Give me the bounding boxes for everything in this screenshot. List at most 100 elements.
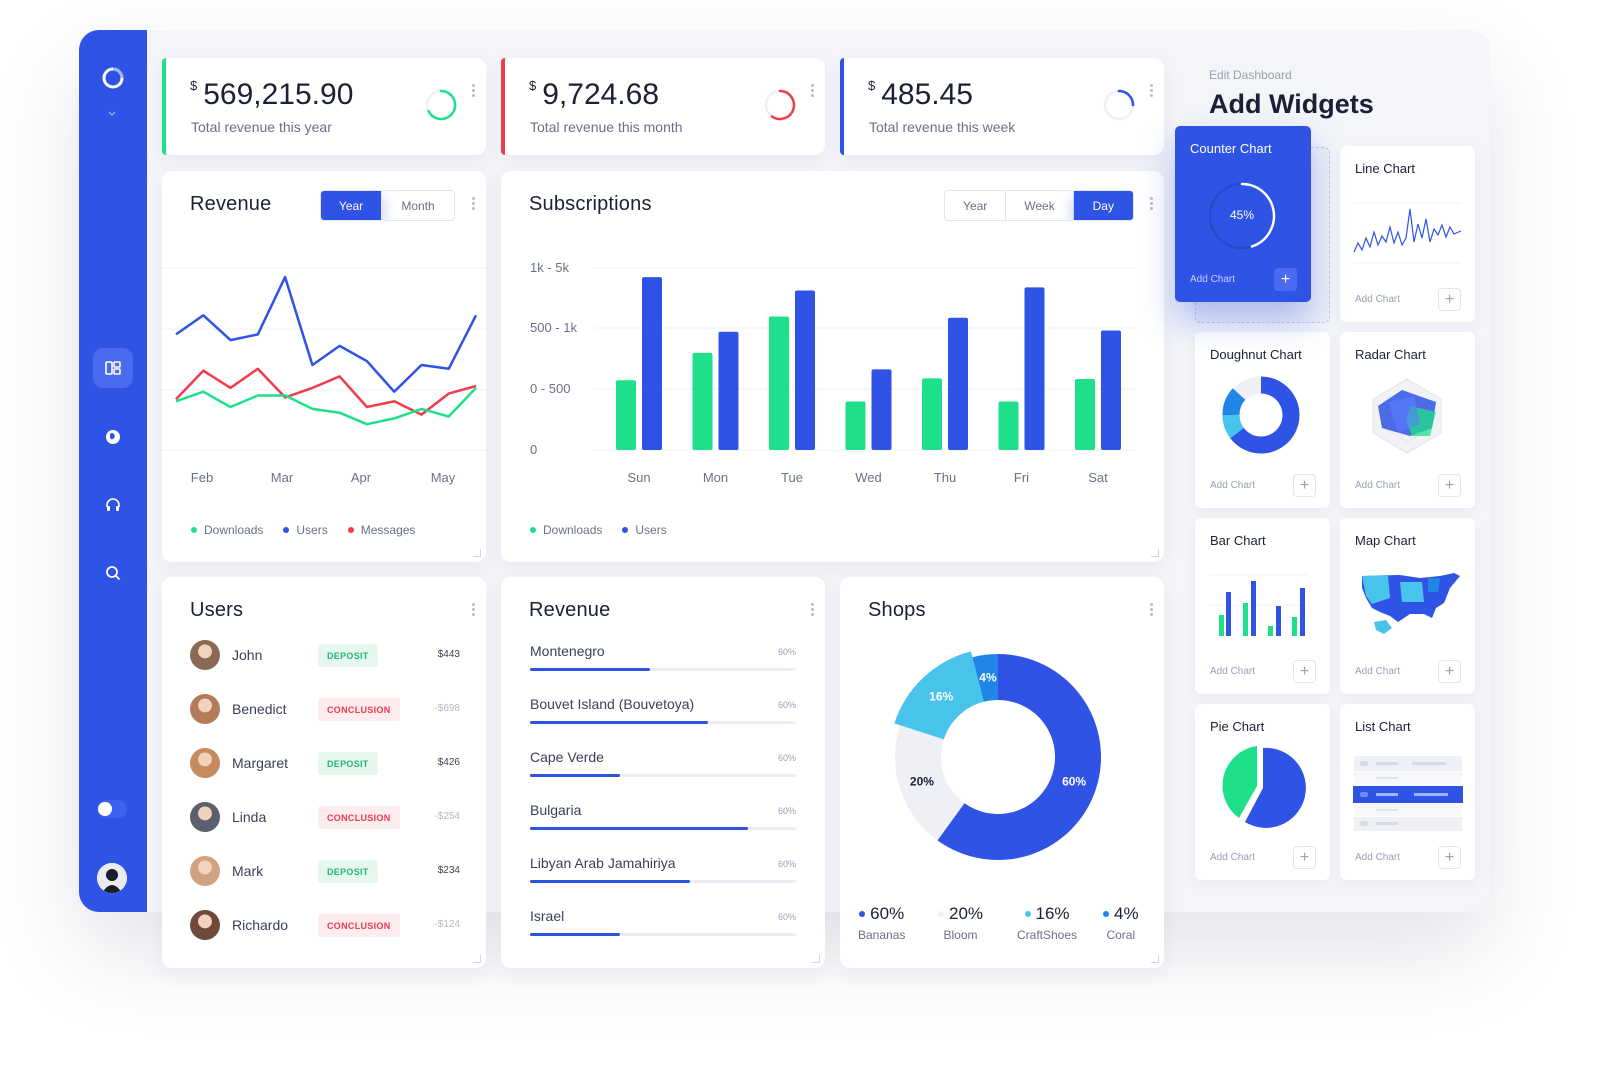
progress-ring (425, 89, 457, 121)
y-tick-label: 0 (530, 442, 537, 457)
widget-counter-chart[interactable]: Counter Chart 45% Add Chart + (1175, 126, 1311, 302)
x-tick-label: Tue (781, 470, 803, 485)
progress-ring (764, 89, 796, 121)
more-menu-icon[interactable] (811, 603, 815, 617)
progress-track (530, 827, 796, 830)
table-row[interactable]: Margaret DEPOSIT $426 (190, 748, 460, 780)
avatar[interactable] (97, 863, 127, 893)
country-name: Cape Verde (530, 749, 604, 765)
add-icon[interactable]: + (1293, 474, 1316, 497)
add-icon[interactable]: + (1438, 660, 1461, 683)
add-icon[interactable]: + (1293, 846, 1316, 869)
headset-icon[interactable] (93, 485, 133, 525)
table-row[interactable]: Richardo CONCLUSION -$124 (190, 910, 460, 942)
more-menu-icon[interactable] (811, 84, 815, 98)
resize-handle[interactable] (1151, 549, 1159, 557)
resize-handle[interactable] (1151, 955, 1159, 963)
more-menu-icon[interactable] (1150, 197, 1154, 211)
add-icon[interactable]: + (1438, 846, 1461, 869)
amount: $443 (437, 649, 460, 660)
tab-day[interactable]: Day (1073, 191, 1133, 220)
resize-handle[interactable] (473, 955, 481, 963)
bar (1075, 379, 1095, 450)
more-menu-icon[interactable] (472, 84, 476, 98)
tab-month[interactable]: Month (401, 198, 435, 213)
more-menu-icon[interactable] (472, 603, 476, 617)
dashboard-icon[interactable] (93, 348, 133, 388)
shops-legend-item: 60% Bananas (858, 904, 906, 942)
legend-item: Downloads (530, 523, 602, 537)
widget-pie-chart[interactable]: Pie Chart Add Chart + (1195, 704, 1330, 880)
widget-doughnut-chart[interactable]: Doughnut Chart Add Chart + (1195, 332, 1330, 508)
status-badge: DEPOSIT (318, 644, 378, 667)
shops-legend-item: 4% Coral (1103, 904, 1139, 942)
progress-fill (530, 880, 690, 883)
stat-label: Total revenue this month (530, 119, 683, 135)
logo-icon[interactable] (93, 58, 133, 98)
stat-accent (840, 58, 844, 155)
amount: $426 (437, 757, 460, 768)
widget-title: Bar Chart (1210, 533, 1266, 548)
bar (769, 316, 789, 450)
percent-label: 60% (777, 912, 796, 922)
progress-fill (530, 933, 621, 936)
more-menu-icon[interactable] (1150, 603, 1154, 617)
table-row[interactable]: John DEPOSIT $443 (190, 640, 460, 672)
list-chart-preview (1353, 756, 1463, 831)
legend-item: Users (283, 523, 328, 537)
donut-slice (895, 725, 965, 841)
add-icon[interactable]: + (1293, 660, 1316, 683)
x-tick-label: Mar (271, 470, 294, 485)
amount: -$698 (434, 703, 460, 714)
bar (692, 352, 713, 450)
revenue-list-card: Revenue Montenegro 60% Bouvet Island (Bouv… (501, 577, 825, 968)
resize-handle[interactable] (473, 549, 481, 557)
x-tick-label: Sun (627, 470, 650, 485)
progress-fill (530, 721, 709, 724)
stat-accent (501, 58, 505, 155)
x-tick-label: Sat (1088, 470, 1108, 485)
add-chart-label: Add Chart (1190, 274, 1236, 285)
progress-track (530, 774, 796, 777)
table-row[interactable]: Linda CONCLUSION -$254 (190, 802, 460, 834)
tab-year[interactable]: Year (321, 191, 383, 220)
tab-week[interactable]: Week (1006, 191, 1074, 220)
x-tick-label: Wed (855, 470, 882, 485)
more-menu-icon[interactable] (1150, 84, 1154, 98)
widget-list-chart[interactable]: List Chart Add Chart + (1340, 704, 1475, 880)
table-row[interactable]: Benedict CONCLUSION -$698 (190, 694, 460, 726)
avatar (190, 748, 220, 778)
status-badge: CONCLUSION (318, 914, 400, 937)
add-chart-label: Add Chart (1355, 294, 1401, 305)
bar (871, 369, 892, 450)
widget-line-chart[interactable]: Line Chart Add Chart + (1340, 146, 1475, 322)
widget-title: List Chart (1355, 719, 1411, 734)
chevron-down-icon[interactable] (107, 106, 117, 116)
progress-ring (1103, 89, 1135, 121)
user-name: Mark (232, 863, 264, 879)
resize-handle[interactable] (812, 955, 820, 963)
more-menu-icon[interactable] (472, 197, 476, 211)
theme-toggle[interactable] (97, 800, 127, 818)
add-icon[interactable]: + (1438, 288, 1461, 311)
add-icon[interactable]: + (1438, 474, 1461, 497)
card-title: Subscriptions (529, 193, 652, 215)
globe-icon[interactable] (93, 417, 133, 457)
search-icon[interactable] (93, 553, 133, 593)
tab-year[interactable]: Year (945, 191, 1007, 220)
donut-slice (972, 654, 998, 702)
widget-map-chart[interactable]: Map Chart Add Chart + (1340, 518, 1475, 694)
map-chart-preview (1362, 573, 1460, 634)
add-icon[interactable]: + (1274, 268, 1297, 291)
table-row[interactable]: Mark DEPOSIT $234 (190, 856, 460, 888)
revenue-chart-card: Revenue Year Month Feb Mar Apr May Download… (162, 171, 486, 562)
widget-radar-chart[interactable]: Radar Chart Add Chart + (1340, 332, 1475, 508)
widget-bar-chart[interactable]: Bar Chart Add Chart + (1195, 518, 1330, 694)
amount: $234 (437, 865, 460, 876)
country-name: Bouvet Island (Bouvetoya) (530, 696, 695, 712)
avatar (190, 910, 220, 940)
amount: -$124 (434, 919, 460, 930)
stat-label: Total revenue this year (191, 119, 332, 135)
country-name: Libyan Arab Jamahiriya (530, 855, 676, 871)
slice-label: 4% (979, 671, 997, 685)
